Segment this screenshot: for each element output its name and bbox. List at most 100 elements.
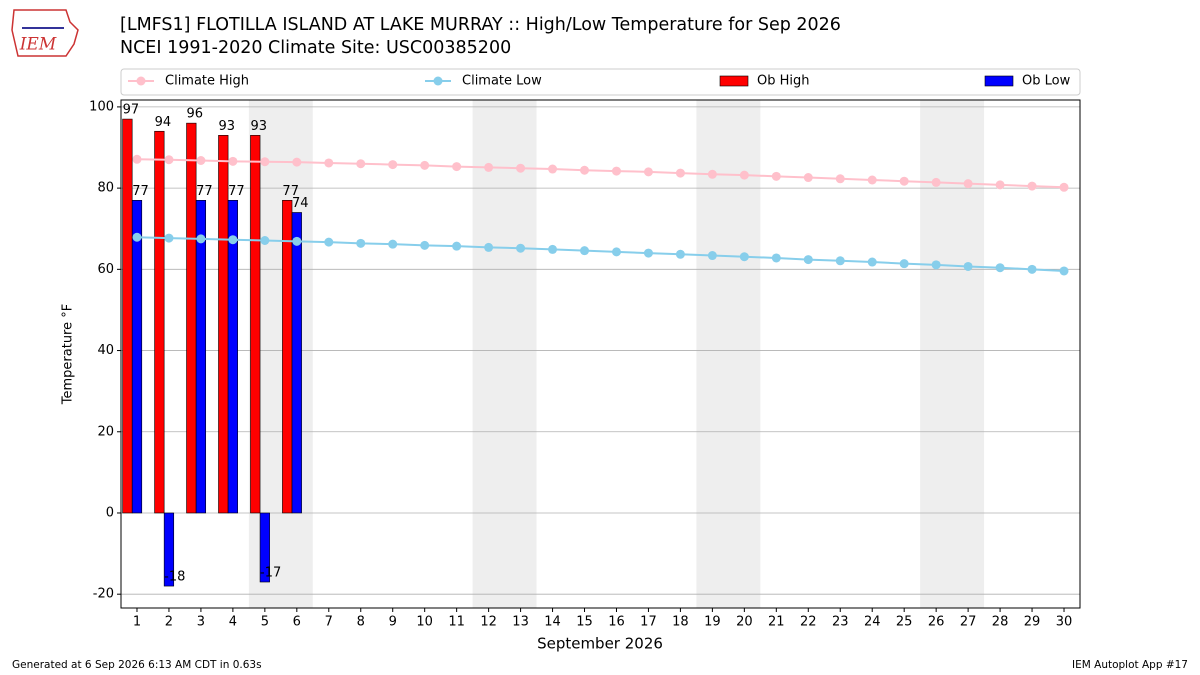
- climate-point: [164, 233, 174, 243]
- x-tick-label: 6: [293, 615, 301, 630]
- climate-point: [1027, 181, 1037, 191]
- x-tick-label: 5: [261, 615, 269, 630]
- x-tick-label: 24: [864, 615, 881, 630]
- climate-point: [899, 176, 909, 186]
- climate-point: [643, 167, 653, 177]
- climate-point: [675, 249, 685, 259]
- ob-bar: [131, 200, 143, 514]
- climate-point: [580, 246, 590, 256]
- climate-point: [1059, 182, 1069, 192]
- ob-bar: [195, 200, 207, 514]
- chart-subtitle: NCEI 1991-2020 Climate Site: USC00385200: [120, 38, 511, 58]
- x-tick-label: 27: [960, 615, 977, 630]
- bar-value-label: 77: [282, 184, 299, 199]
- ob-bar: [186, 122, 197, 514]
- y-tick-label: -20: [93, 587, 114, 602]
- y-tick-label: 20: [97, 424, 114, 439]
- weekend-shade: [920, 100, 985, 608]
- climate-point: [292, 236, 302, 246]
- climate-point: [324, 158, 334, 168]
- climate-point: [899, 259, 909, 269]
- climate-point: [707, 169, 717, 179]
- legend-label: Climate Low: [462, 74, 542, 89]
- climate-point: [867, 175, 877, 185]
- climate-point: [931, 260, 941, 270]
- x-tick-label: 2: [165, 615, 173, 630]
- climate-point: [484, 242, 494, 252]
- climate-point: [388, 239, 398, 249]
- x-tick-label: 12: [480, 615, 497, 630]
- weekend-shade: [472, 100, 537, 608]
- chart-title: [LMFS1] FLOTILLA ISLAND AT LAKE MURRAY :…: [120, 15, 841, 35]
- x-tick-label: 14: [544, 615, 561, 630]
- climate-point: [132, 232, 142, 242]
- climate-point: [228, 235, 238, 245]
- x-tick-label: 30: [1056, 615, 1073, 630]
- x-tick-label: 9: [389, 615, 397, 630]
- bar-value-label: 77: [196, 184, 213, 199]
- climate-point: [484, 162, 494, 172]
- climate-point: [292, 157, 302, 167]
- climate-point: [643, 248, 653, 258]
- bar-value-label: 93: [250, 119, 267, 134]
- x-tick-label: 29: [1024, 615, 1041, 630]
- ob-bar: [218, 135, 229, 514]
- x-tick-label: 8: [357, 615, 365, 630]
- footer-right: IEM Autoplot App #17: [1072, 659, 1188, 671]
- x-tick-label: 28: [992, 615, 1009, 630]
- climate-point: [611, 247, 621, 257]
- ob-bar: [163, 512, 175, 587]
- climate-point: [995, 263, 1005, 273]
- climate-point: [803, 173, 813, 183]
- climate-line: [136, 236, 1065, 272]
- ob-bar: [227, 200, 238, 514]
- legend-label: Ob Low: [1022, 74, 1071, 89]
- climate-point: [739, 170, 749, 180]
- x-tick-label: 17: [640, 615, 657, 630]
- climate-point: [771, 171, 781, 181]
- legend-box: [120, 68, 1081, 96]
- bar-value-label: 77: [132, 184, 149, 199]
- x-tick-label: 16: [608, 615, 625, 630]
- y-tick-label: 40: [97, 343, 114, 358]
- climate-point: [739, 252, 749, 262]
- climate-point: [963, 261, 973, 271]
- footer-left: Generated at 6 Sep 2026 6:13 AM CDT in 0…: [12, 659, 262, 671]
- climate-point: [356, 159, 366, 169]
- ob-bar: [282, 200, 293, 514]
- logo-text: IEM: [19, 35, 57, 55]
- climate-point: [196, 234, 206, 244]
- legend-swatch: [719, 75, 749, 87]
- x-tick-label: 26: [928, 615, 945, 630]
- legend-marker: [136, 76, 146, 86]
- bar-value-label: 93: [218, 119, 235, 134]
- ob-bar: [250, 135, 261, 514]
- x-tick-label: 4: [229, 615, 237, 630]
- x-tick-label: 10: [416, 615, 433, 630]
- bar-value-label: 94: [155, 115, 172, 130]
- climate-point: [228, 156, 238, 166]
- climate-point: [931, 177, 941, 187]
- climate-point: [867, 257, 877, 267]
- x-tick-label: 3: [197, 615, 205, 630]
- climate-point: [707, 251, 717, 261]
- climate-point: [516, 243, 526, 253]
- x-tick-label: 19: [704, 615, 721, 630]
- x-tick-label: 13: [512, 615, 529, 630]
- x-tick-label: 7: [325, 615, 333, 630]
- ob-bar: [122, 118, 133, 514]
- climate-point: [516, 163, 526, 173]
- climate-point: [548, 244, 558, 254]
- climate-point: [995, 180, 1005, 190]
- weekend-shade: [696, 100, 761, 608]
- legend-label: Climate High: [165, 74, 249, 89]
- climate-point: [324, 237, 334, 247]
- climate-point: [1027, 264, 1037, 274]
- y-tick-label: 60: [97, 262, 114, 277]
- x-tick-label: 18: [672, 615, 689, 630]
- y-axis-label: Temperature °F: [61, 304, 76, 405]
- climate-point: [388, 160, 398, 170]
- ob-bar: [259, 512, 270, 583]
- climate-point: [356, 238, 366, 248]
